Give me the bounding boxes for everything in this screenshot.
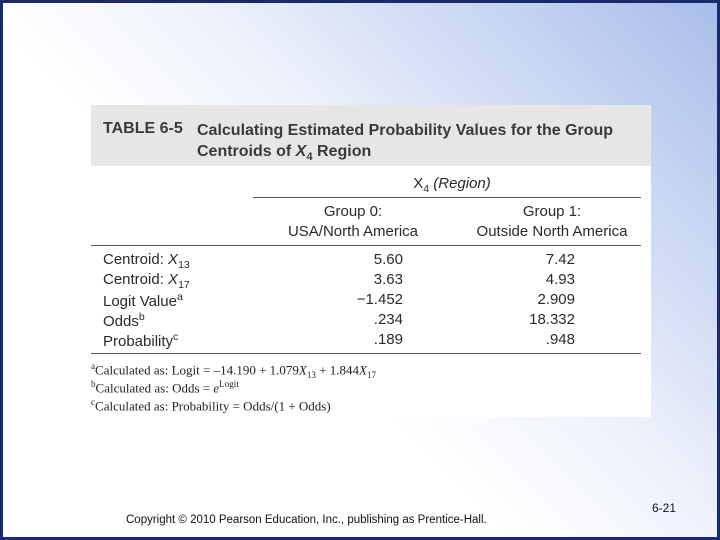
spanner-header: X4 (Region) <box>253 175 651 195</box>
col1-header: Group 1: Outside North America <box>453 202 651 242</box>
col0-header-line2: USA/North America <box>287 223 419 240</box>
page-number: 6-21 <box>652 501 677 515</box>
footnote-c: cCalculated as: Probability = Odds/(1 + … <box>91 397 331 414</box>
row-value-group1: 2.909 <box>537 291 575 308</box>
row-value-group1: 18.332 <box>529 311 575 328</box>
col1-header-line1: Group 1: <box>522 203 582 220</box>
spanner-sub: 4 <box>423 183 430 195</box>
row-label: Centroid: X17 <box>103 271 190 291</box>
row-value-group1: 7.42 <box>545 251 575 268</box>
header-rule <box>91 245 641 246</box>
footnote-b: bCalculated as: Odds = eLogit <box>91 379 239 396</box>
table-title: Calculating Estimated Probability Values… <box>197 120 627 168</box>
row-value-group1: .948 <box>545 331 575 348</box>
table-label: TABLE 6-5 <box>103 120 183 137</box>
spanner-post: (Region) <box>429 175 491 192</box>
row-value-group0: .189 <box>373 331 403 348</box>
row-label: Oddsb <box>103 311 145 330</box>
bottom-rule <box>91 353 641 354</box>
table-title-band: TABLE 6-5 Calculating Estimated Probabil… <box>91 105 651 166</box>
table-title-line1: Calculating Estimated Probability Values… <box>197 122 614 139</box>
row-label: Centroid: X13 <box>103 251 190 271</box>
row-value-group0: 3.63 <box>373 271 403 288</box>
col1-header-line2: Outside North America <box>476 223 628 240</box>
table-title-sub: 4 <box>306 151 313 164</box>
col0-header-line1: Group 0: <box>323 203 383 220</box>
row-value-group0: −1.452 <box>356 291 403 308</box>
row-value-group0: 5.60 <box>373 251 403 268</box>
row-value-group1: 4.93 <box>545 271 575 288</box>
row-value-group0: .234 <box>373 311 403 328</box>
spanner-var: X <box>413 175 424 192</box>
row-label: Probabilityc <box>103 331 179 350</box>
spanner-rule <box>253 197 641 198</box>
table-title-line2-post: Region <box>312 143 372 160</box>
col0-header: Group 0: USA/North America <box>253 202 453 242</box>
footnote-a: aCalculated as: Logit = –14.190 + 1.079X… <box>91 361 377 380</box>
table-title-line2-pre: Centroids of <box>197 143 296 160</box>
table-title-var: X <box>295 143 307 160</box>
table-panel: TABLE 6-5 Calculating Estimated Probabil… <box>91 105 651 417</box>
copyright-text: Copyright © 2010 Pearson Education, Inc.… <box>126 514 487 526</box>
row-label: Logit Valuea <box>103 291 183 310</box>
